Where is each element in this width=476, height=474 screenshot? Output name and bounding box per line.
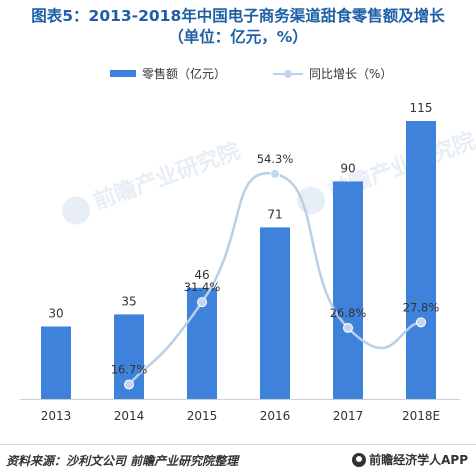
- legend-line-swatch: [273, 69, 303, 79]
- legend-bar-swatch: [110, 70, 136, 77]
- x-tick-2017: 2017: [333, 409, 364, 423]
- growth-label-2018E: 27.8%: [403, 300, 440, 314]
- svg-text:前瞻产业研究院: 前瞻产业研究院: [90, 138, 244, 215]
- bar-label-2017: 90: [340, 161, 355, 175]
- bar-label-2016: 71: [267, 207, 282, 221]
- growth-point-2018E: [416, 317, 426, 328]
- bar-2016: [260, 227, 290, 399]
- bar-2017: [333, 181, 363, 399]
- x-tick-2014: 2014: [114, 409, 145, 423]
- growth-point-2014: [124, 379, 134, 390]
- watermark: 前瞻产业研究院: [62, 138, 244, 225]
- brand: 前瞻经济学人APP: [352, 451, 468, 468]
- legend-item-bar: 零售额（亿元）: [110, 65, 226, 82]
- x-tick-2018E: 2018E: [402, 409, 440, 423]
- source-note: 资料来源：沙利文公司 前瞻产业研究院整理: [6, 454, 239, 468]
- bar-2013: [41, 326, 71, 399]
- x-tick-2015: 2015: [187, 409, 218, 423]
- bar-label-2013: 30: [48, 306, 63, 320]
- growth-point-2015: [197, 297, 207, 308]
- legend-line-label: 同比增长（%）: [309, 67, 393, 81]
- chart-title-line2: （单位：亿元，%）: [168, 28, 308, 46]
- growth-label-2014: 16.7%: [111, 362, 148, 376]
- chart-title-line1: 图表5：2013-2018年中国电子商务渠道甜食零售额及增长: [31, 7, 445, 25]
- growth-point-2016: [270, 168, 280, 179]
- footer: 资料来源：沙利文公司 前瞻产业研究院整理 前瞻经济学人APP: [0, 444, 476, 474]
- growth-label-2015: 31.4%: [184, 280, 221, 294]
- x-tick-2016: 2016: [260, 409, 291, 423]
- chart-plot: 前瞻产业研究院 前瞻产业研究院 30 35 46 71 90 115 16.7% 31.4% 5…: [20, 101, 476, 423]
- bar-label-2014: 35: [121, 294, 136, 308]
- x-tick-2013: 2013: [41, 409, 72, 423]
- chart-legend: 零售额（亿元） 同比增长（%）: [0, 65, 476, 85]
- bar-label-2015: 46: [194, 268, 209, 282]
- growth-point-2017: [343, 322, 353, 333]
- brand-label: 前瞻经济学人APP: [369, 453, 468, 467]
- bar-label-2018E: 115: [410, 101, 433, 115]
- chart-title: 图表5：2013-2018年中国电子商务渠道甜食零售额及增长 （单位：亿元，%）: [0, 6, 476, 48]
- legend-bar-label: 零售额（亿元）: [142, 67, 227, 81]
- growth-label-2016: 54.3%: [257, 152, 294, 166]
- bar-2018E: [406, 121, 436, 399]
- legend-item-line: 同比增长（%）: [273, 65, 392, 82]
- brand-logo-icon: [352, 452, 367, 467]
- watermark: 前瞻产业研究院: [297, 128, 476, 215]
- growth-label-2017: 26.8%: [330, 306, 367, 320]
